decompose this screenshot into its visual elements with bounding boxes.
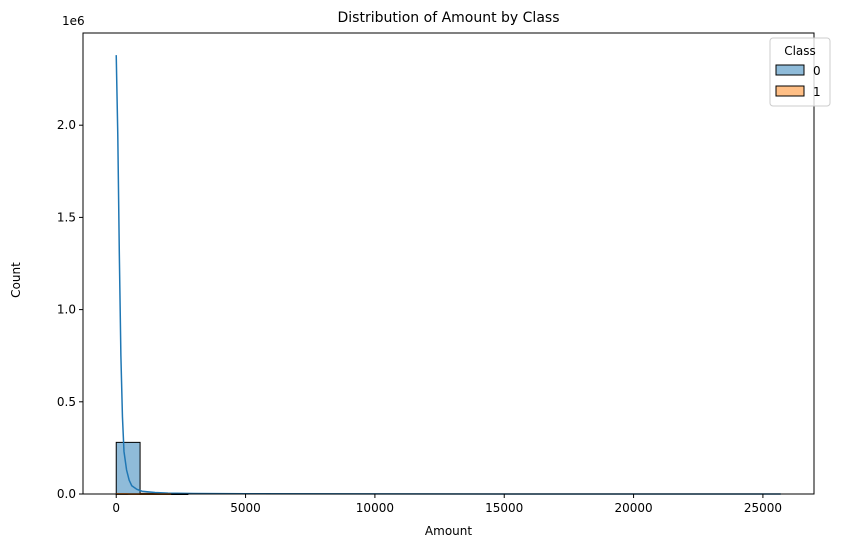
y-tick-label: 0.0 (57, 487, 76, 501)
legend-title: Class (784, 44, 816, 58)
chart-title: Distribution of Amount by Class (338, 10, 560, 26)
x-axis-label: Amount (425, 524, 472, 538)
y-offset-label: 1e6 (62, 14, 85, 28)
x-tick-label: 5000 (230, 501, 261, 515)
axes-frame (82, 32, 815, 495)
x-tick-label: 25000 (744, 501, 782, 515)
legend-swatch-class-1 (775, 85, 805, 97)
legend-label-class-0: 0 (813, 64, 821, 78)
legend-swatch-class-0 (775, 64, 805, 76)
y-tick-label: 2.0 (57, 118, 76, 132)
legend-label-class-1: 1 (813, 85, 821, 99)
plot-area: 0 5000 10000 15000 20000 25000 0.0 0.5 1.0 1.5 2.0 (57, 32, 815, 515)
legend: Class 0 1 (769, 37, 831, 107)
x-tick-label: 10000 (356, 501, 394, 515)
x-tick-label: 20000 (614, 501, 652, 515)
x-tick-label: 15000 (485, 501, 523, 515)
kde-line-class-0 (115, 55, 781, 495)
y-tick-label: 0.5 (57, 395, 76, 409)
y-tick-label: 1.5 (57, 210, 76, 224)
y-tick-label: 1.0 (57, 303, 76, 317)
histogram-bar-class-0 (115, 441, 141, 495)
x-tick-label: 0 (112, 501, 120, 515)
y-axis-label: Count (9, 262, 23, 298)
